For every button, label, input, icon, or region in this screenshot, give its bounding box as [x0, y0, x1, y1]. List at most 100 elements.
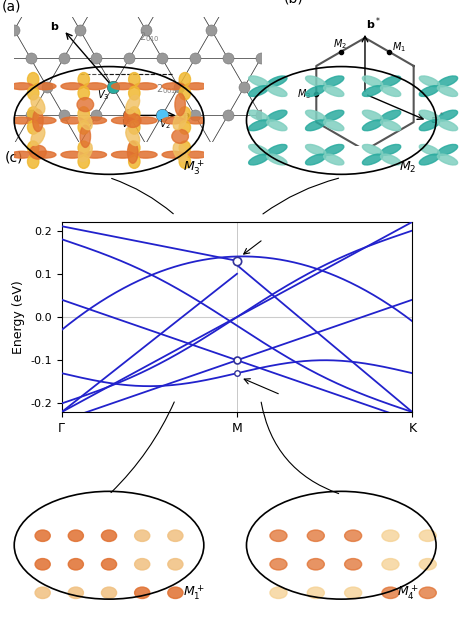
Ellipse shape — [382, 559, 399, 570]
Text: $M_3$: $M_3$ — [297, 87, 311, 101]
Ellipse shape — [419, 120, 439, 131]
Ellipse shape — [381, 120, 401, 131]
Ellipse shape — [381, 110, 401, 121]
Ellipse shape — [270, 587, 287, 598]
Ellipse shape — [438, 120, 457, 131]
Ellipse shape — [249, 86, 269, 96]
Text: $M_1$: $M_1$ — [392, 41, 406, 54]
Ellipse shape — [363, 154, 383, 165]
Ellipse shape — [345, 587, 362, 598]
Ellipse shape — [35, 559, 50, 570]
Ellipse shape — [162, 83, 185, 89]
Ellipse shape — [249, 76, 269, 87]
Text: $M_1^+$: $M_1^+$ — [183, 583, 205, 602]
Ellipse shape — [419, 86, 439, 96]
Ellipse shape — [128, 155, 140, 169]
Ellipse shape — [267, 120, 287, 131]
Ellipse shape — [27, 86, 39, 100]
Ellipse shape — [168, 559, 183, 570]
Ellipse shape — [419, 587, 436, 598]
Ellipse shape — [128, 72, 140, 86]
Text: $2_{010}$: $2_{010}$ — [139, 30, 160, 44]
Ellipse shape — [324, 110, 344, 121]
Ellipse shape — [324, 120, 344, 131]
Ellipse shape — [84, 117, 107, 124]
Ellipse shape — [10, 83, 33, 89]
Ellipse shape — [438, 145, 457, 155]
Text: $\mathbf{a}$: $\mathbf{a}$ — [182, 111, 191, 120]
Ellipse shape — [128, 107, 140, 120]
Ellipse shape — [345, 530, 362, 541]
Ellipse shape — [162, 117, 185, 124]
Ellipse shape — [78, 120, 90, 134]
Ellipse shape — [111, 83, 134, 89]
Ellipse shape — [419, 154, 439, 165]
Ellipse shape — [363, 76, 383, 87]
Ellipse shape — [381, 145, 401, 155]
Text: (a): (a) — [2, 0, 21, 13]
Ellipse shape — [438, 86, 457, 96]
Ellipse shape — [135, 530, 150, 541]
Ellipse shape — [419, 110, 439, 121]
Ellipse shape — [179, 86, 191, 100]
Ellipse shape — [84, 83, 107, 89]
Ellipse shape — [134, 117, 157, 124]
Ellipse shape — [185, 117, 208, 124]
Ellipse shape — [134, 83, 157, 89]
Ellipse shape — [27, 72, 39, 86]
Ellipse shape — [101, 530, 117, 541]
Y-axis label: Energy (eV): Energy (eV) — [11, 280, 25, 354]
Text: (c): (c) — [5, 151, 23, 165]
Ellipse shape — [111, 117, 134, 124]
Ellipse shape — [419, 559, 436, 570]
Ellipse shape — [419, 145, 439, 155]
Ellipse shape — [78, 86, 90, 100]
Ellipse shape — [168, 587, 183, 598]
Ellipse shape — [179, 155, 191, 169]
Text: $\mathbf{b}^*$: $\mathbf{b}^*$ — [366, 16, 382, 32]
Ellipse shape — [381, 86, 401, 96]
Ellipse shape — [128, 141, 140, 155]
Text: $\mathbf{b}$: $\mathbf{b}$ — [50, 20, 60, 32]
Ellipse shape — [101, 559, 117, 570]
Ellipse shape — [249, 145, 269, 155]
Ellipse shape — [249, 154, 269, 165]
Ellipse shape — [363, 110, 383, 121]
Ellipse shape — [324, 154, 344, 165]
Ellipse shape — [35, 530, 50, 541]
Ellipse shape — [438, 154, 457, 165]
Ellipse shape — [419, 530, 436, 541]
Ellipse shape — [84, 152, 107, 158]
Ellipse shape — [306, 86, 326, 96]
Ellipse shape — [101, 587, 117, 598]
Ellipse shape — [306, 154, 326, 165]
Ellipse shape — [307, 530, 324, 541]
Ellipse shape — [185, 152, 208, 158]
Ellipse shape — [249, 120, 269, 131]
Text: $M_2$: $M_2$ — [399, 160, 416, 175]
Ellipse shape — [179, 107, 191, 120]
Ellipse shape — [324, 76, 344, 87]
Text: $M_4^+$: $M_4^+$ — [397, 583, 419, 602]
Ellipse shape — [68, 587, 83, 598]
Ellipse shape — [128, 86, 140, 100]
Text: $2_{001}$: $2_{001}$ — [155, 82, 176, 96]
Ellipse shape — [307, 559, 324, 570]
Text: $V_3$: $V_3$ — [97, 88, 109, 102]
Ellipse shape — [68, 559, 83, 570]
Ellipse shape — [306, 120, 326, 131]
Ellipse shape — [270, 559, 287, 570]
Ellipse shape — [27, 155, 39, 169]
Ellipse shape — [78, 72, 90, 86]
Ellipse shape — [267, 154, 287, 165]
Ellipse shape — [179, 141, 191, 155]
Ellipse shape — [267, 86, 287, 96]
Ellipse shape — [27, 141, 39, 155]
Text: $M_2$: $M_2$ — [333, 37, 347, 51]
Ellipse shape — [363, 145, 383, 155]
Ellipse shape — [306, 145, 326, 155]
Ellipse shape — [33, 83, 56, 89]
Ellipse shape — [267, 145, 287, 155]
Ellipse shape — [179, 72, 191, 86]
Ellipse shape — [324, 145, 344, 155]
